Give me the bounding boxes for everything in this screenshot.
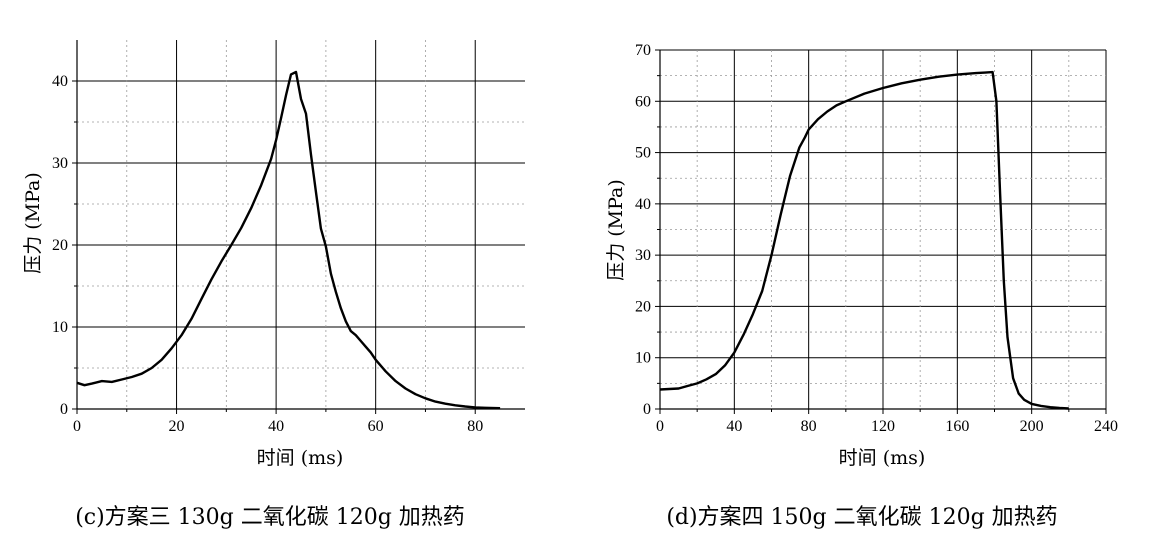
y-tick-label: 0 — [60, 401, 68, 418]
y-tick-label: 60 — [635, 93, 651, 110]
x-ticks-d: 0 40 80 120 160 200 240 — [656, 409, 1118, 435]
y-ticks-c: 0 10 20 30 40 — [52, 73, 77, 418]
x-tick-label: 120 — [871, 418, 895, 435]
series-line-c — [76, 70, 501, 410]
y-axis-title-d: 压力 (MPa) — [605, 179, 627, 281]
caption-d: (d)方案四 150g 二氧化碳 120g 加热药 — [666, 505, 1057, 530]
x-tick-label: 0 — [656, 418, 664, 435]
y-tick-label: 30 — [635, 247, 651, 264]
grid-c — [77, 40, 525, 409]
x-axis-title-c: 时间 (ms) — [257, 447, 344, 469]
y-tick-label: 0 — [643, 401, 651, 418]
y-ticks-d: 0 10 20 30 40 50 60 70 — [635, 42, 660, 418]
x-tick-label: 200 — [1020, 418, 1044, 435]
grid-d — [660, 49, 1107, 409]
x-tick-label: 40 — [726, 418, 742, 435]
y-tick-label: 20 — [52, 237, 68, 254]
series-line-d — [659, 70, 1069, 410]
y-tick-label: 70 — [635, 42, 651, 59]
y-tick-label: 40 — [635, 196, 651, 213]
chart-panel-c: 0 20 40 60 80 0 10 20 30 40 时间 (ms) 压力 (MPa) (c)… — [22, 40, 525, 530]
chart-panel-d: 0 40 80 120 160 200 240 0 10 20 30 40 50 60 70 时间 (ms… — [605, 42, 1118, 530]
x-tick-label: 240 — [1094, 418, 1118, 435]
x-tick-label: 160 — [945, 418, 969, 435]
y-tick-label: 30 — [52, 155, 68, 172]
y-axis-title-c: 压力 (MPa) — [22, 172, 44, 274]
x-axis-title-d: 时间 (ms) — [839, 447, 926, 469]
x-tick-label: 20 — [169, 418, 185, 435]
frame-c — [76, 40, 525, 410]
x-tick-label: 80 — [467, 418, 483, 435]
x-ticks-c: 0 20 40 60 80 — [73, 409, 483, 435]
x-tick-label: 60 — [368, 418, 384, 435]
y-tick-label: 20 — [635, 298, 651, 315]
y-tick-label: 40 — [52, 73, 68, 90]
x-tick-label: 80 — [801, 418, 817, 435]
x-tick-label: 40 — [268, 418, 284, 435]
x-tick-label: 0 — [73, 418, 81, 435]
caption-c: (c)方案三 130g 二氧化碳 120g 加热药 — [75, 505, 465, 530]
y-tick-label: 50 — [635, 145, 651, 162]
y-tick-label: 10 — [635, 350, 651, 367]
y-tick-label: 10 — [52, 319, 68, 336]
